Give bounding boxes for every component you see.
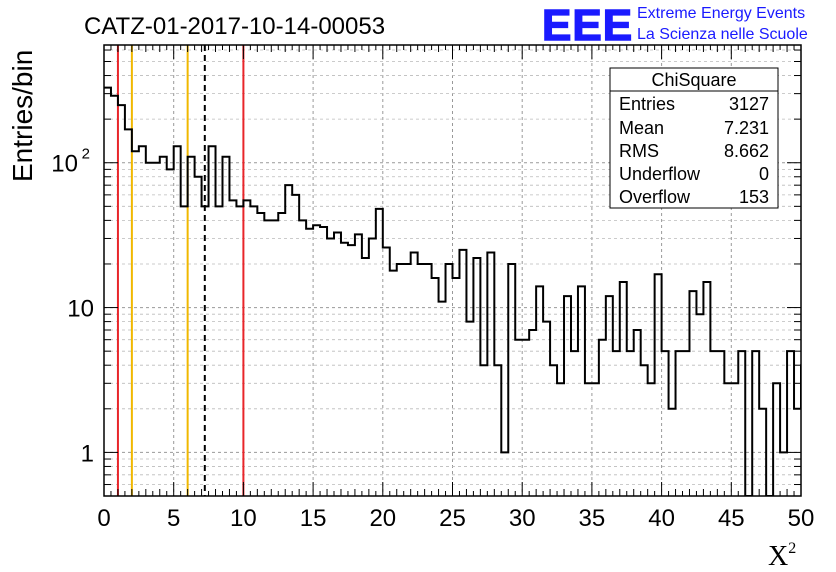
histogram-bins (104, 86, 801, 496)
x-axis-label-text: X (768, 541, 788, 572)
x-tick-label: 20 (369, 505, 396, 532)
stats-rms-value: 8.662 (724, 141, 769, 161)
y-tick-label-exponent: 2 (82, 146, 90, 163)
x-axis-label: X2 (768, 540, 796, 572)
stats-rms-label: RMS (619, 141, 659, 161)
y-tick-label: 1 (81, 440, 94, 467)
stats-underflow-value: 0 (759, 164, 769, 184)
x-tick-label: 0 (97, 505, 110, 532)
stats-underflow-label: Underflow (619, 164, 701, 184)
stats-entries-value: 3127 (729, 94, 769, 114)
grid-lines (104, 45, 801, 496)
logo-line2: La Scienza nelle Scuole (637, 26, 808, 43)
x-tick-label: 10 (230, 505, 257, 532)
logo-mark: EEE (542, 1, 633, 50)
histogram-line (104, 86, 801, 496)
stats-box: ChiSquare Entries 3127 Mean 7.231 RMS 8.… (609, 67, 779, 209)
stats-overflow-value: 153 (739, 187, 769, 207)
x-tick-label: 25 (439, 505, 466, 532)
stats-overflow-label: Overflow (619, 187, 691, 207)
logo-line1: Extreme Energy Events (637, 5, 805, 22)
y-tick-label: 10 (51, 151, 78, 178)
stats-title: ChiSquare (651, 70, 736, 90)
x-tick-label: 50 (788, 505, 815, 532)
x-tick-label: 35 (579, 505, 606, 532)
vertical-markers (116, 45, 245, 496)
x-tick-label: 45 (718, 505, 745, 532)
x-tick-label: 40 (648, 505, 675, 532)
x-tick-label: 30 (509, 505, 536, 532)
eee-logo: EEE Extreme Energy Events La Scienza nel… (541, 0, 808, 51)
stats-mean-value: 7.231 (724, 118, 769, 138)
stats-entries-label: Entries (619, 94, 675, 114)
chart-title: CATZ-01-2017-10-14-00053 (84, 13, 385, 40)
y-axis-label: Entries/bin (7, 50, 38, 182)
x-axis-label-superscript: 2 (788, 540, 796, 557)
x-tick-label: 5 (167, 505, 180, 532)
y-tick-label: 10 (67, 296, 94, 323)
stats-mean-label: Mean (619, 118, 664, 138)
x-tick-label: 15 (300, 505, 327, 532)
